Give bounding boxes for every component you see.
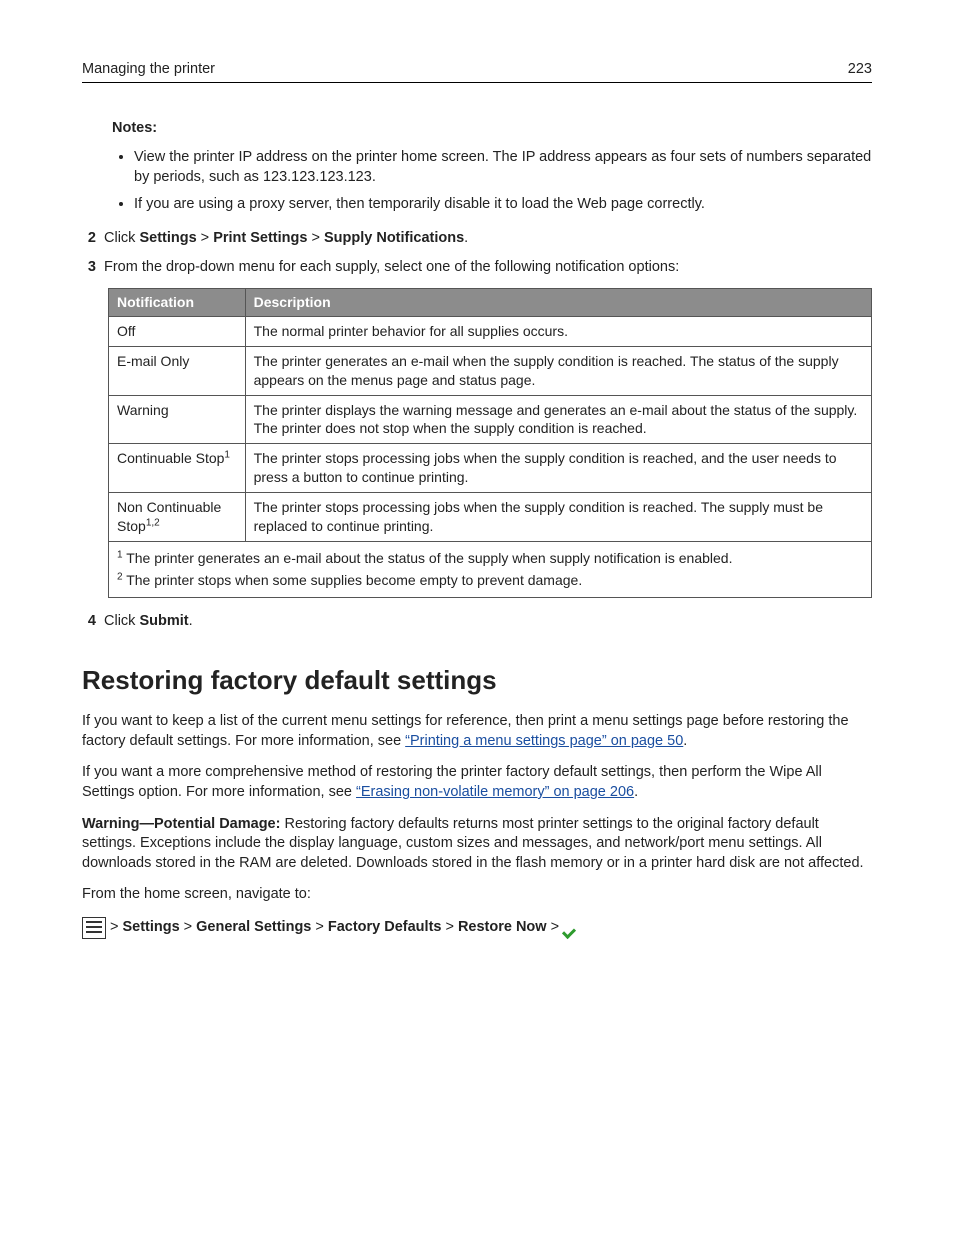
- description-cell: The printer generates an e-mail when the…: [245, 346, 871, 395]
- footnote-text: The printer generates an e-mail about th…: [123, 550, 733, 566]
- th-notification: Notification: [109, 288, 246, 316]
- notification-table: Notification Description OffThe normal p…: [108, 288, 872, 598]
- header-section: Managing the printer: [82, 60, 215, 80]
- nav-restore-now: Restore Now: [458, 918, 547, 938]
- nav-path: > Settings > General Settings > Factory …: [82, 917, 872, 939]
- description-cell: The printer stops processing jobs when t…: [245, 444, 871, 493]
- warning-label: Warning—Potential Damage:: [82, 816, 284, 832]
- notification-cell: Non Continuable Stop1,2: [109, 493, 246, 542]
- step-4: 4 Click Submit.: [82, 612, 872, 632]
- check-icon: [563, 920, 579, 936]
- breadcrumb-print-settings: Print Settings: [213, 230, 307, 246]
- step-number: 3: [82, 258, 96, 278]
- separator: >: [197, 230, 214, 246]
- text: .: [464, 230, 468, 246]
- step-2: 2 Click Settings > Print Settings > Supp…: [82, 229, 872, 249]
- link-erase-nonvolatile[interactable]: “Erasing non-volatile memory” on page 20…: [356, 784, 634, 800]
- separator: >: [315, 918, 323, 938]
- step-body: Click Submit.: [104, 612, 872, 632]
- section-heading: Restoring factory default settings: [82, 663, 872, 698]
- separator: >: [307, 230, 324, 246]
- description-cell: The printer stops processing jobs when t…: [245, 493, 871, 542]
- notes-list: View the printer IP address on the print…: [112, 148, 872, 215]
- page-header: Managing the printer 223: [82, 60, 872, 83]
- description-cell: The printer displays the warning message…: [245, 395, 871, 444]
- nav-settings: Settings: [122, 918, 179, 938]
- paragraph: If you want to keep a list of the curren…: [82, 712, 872, 751]
- separator: >: [445, 918, 453, 938]
- notes-block: Notes: View the printer IP address on th…: [112, 119, 872, 215]
- breadcrumb-settings: Settings: [139, 230, 196, 246]
- notes-label: Notes:: [112, 119, 872, 139]
- breadcrumb-supply-notifications: Supply Notifications: [324, 230, 464, 246]
- notes-item: View the printer IP address on the print…: [134, 148, 872, 187]
- nav-factory-defaults: Factory Defaults: [328, 918, 442, 938]
- text: Click: [104, 230, 139, 246]
- step-body: Click Settings > Print Settings > Supply…: [104, 229, 872, 249]
- footnote-text: The printer stops when some supplies bec…: [123, 572, 583, 588]
- step-number: 4: [82, 612, 96, 632]
- notification-cell: Off: [109, 316, 246, 346]
- text: Click: [104, 613, 139, 629]
- nav-intro: From the home screen, navigate to:: [82, 885, 872, 905]
- step-body: From the drop-down menu for each supply,…: [104, 258, 872, 278]
- notification-cell: Continuable Stop1: [109, 444, 246, 493]
- link-print-menu-settings[interactable]: “Printing a menu settings page” on page …: [405, 733, 683, 749]
- notification-cell: Warning: [109, 395, 246, 444]
- paragraph: If you want a more comprehensive method …: [82, 763, 872, 802]
- text: .: [634, 784, 638, 800]
- text: .: [683, 733, 687, 749]
- separator: >: [184, 918, 192, 938]
- separator: >: [551, 918, 559, 938]
- menu-icon: [82, 917, 106, 939]
- page-number: 223: [848, 60, 872, 80]
- separator: >: [110, 918, 118, 938]
- notes-item: If you are using a proxy server, then te…: [134, 195, 872, 215]
- warning-paragraph: Warning—Potential Damage: Restoring fact…: [82, 815, 872, 874]
- notification-cell: E-mail Only: [109, 346, 246, 395]
- text: .: [189, 613, 193, 629]
- th-description: Description: [245, 288, 871, 316]
- table-footnotes: 1 The printer generates an e-mail about …: [109, 541, 872, 597]
- nav-general-settings: General Settings: [196, 918, 311, 938]
- description-cell: The normal printer behavior for all supp…: [245, 316, 871, 346]
- step-number: 2: [82, 229, 96, 249]
- submit-label: Submit: [139, 613, 188, 629]
- step-3: 3 From the drop-down menu for each suppl…: [82, 258, 872, 278]
